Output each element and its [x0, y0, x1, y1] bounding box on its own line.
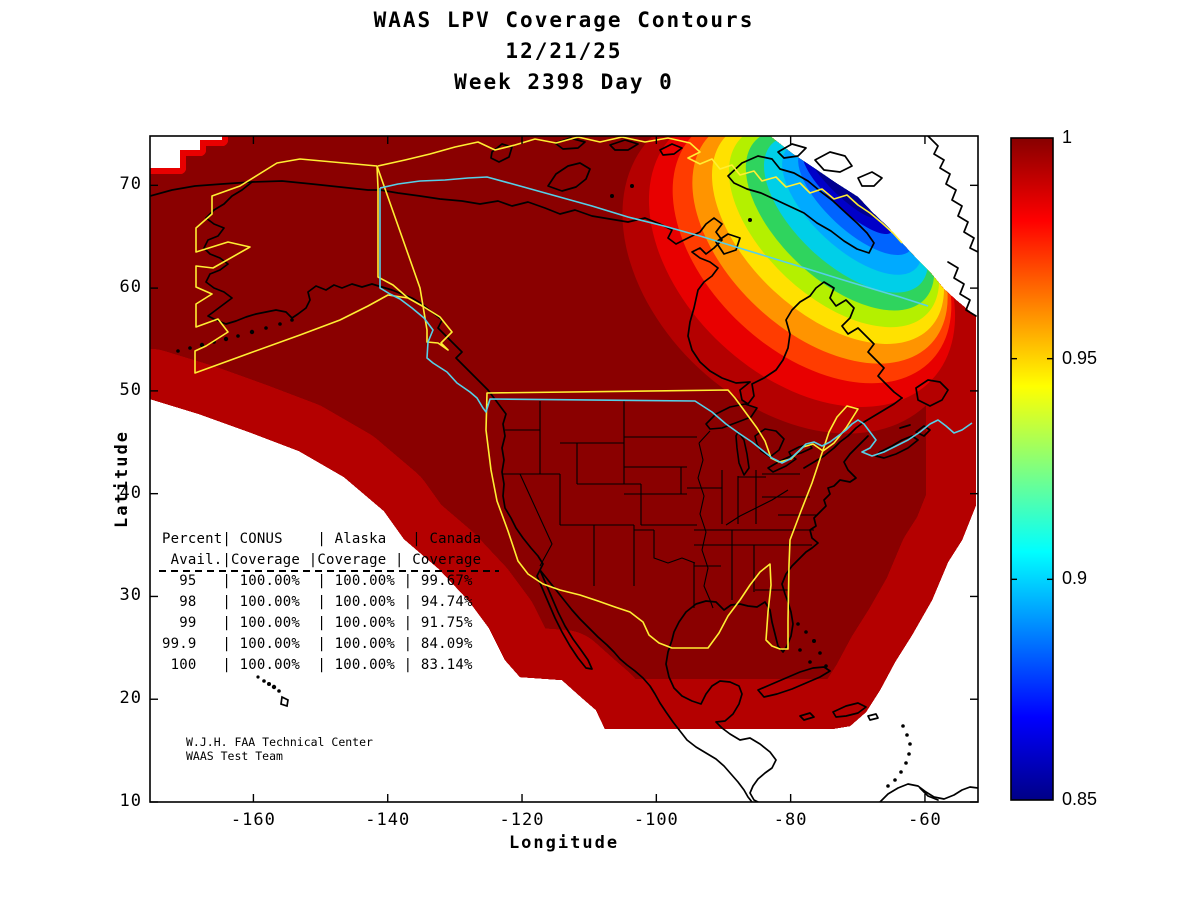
availability-table: Percent| CONUS | Alaska | Canada Avail.|…	[162, 531, 482, 673]
x-tick-label: -120	[499, 810, 545, 830]
colorbar-tick-label: 1	[1062, 127, 1073, 147]
chart-title: WAAS LPV Coverage Contours	[373, 8, 755, 32]
coastlines	[150, 136, 978, 802]
y-tick-label: 60	[119, 277, 142, 298]
low-coverage-rings	[622, 136, 958, 434]
y-tick-label: 70	[119, 174, 142, 195]
axis-ticks	[150, 136, 978, 803]
colorbar-frame	[1010, 137, 1054, 801]
y-tick-label: 20	[119, 688, 142, 709]
chart-week-day: Week 2398 Day 0	[454, 70, 674, 94]
canada-boundary	[379, 176, 973, 464]
x-tick-label: -100	[633, 810, 679, 830]
plot-frame	[149, 135, 979, 803]
alaska-boundary	[194, 158, 453, 374]
table-separator	[159, 570, 499, 572]
x-tick-label: -160	[230, 810, 276, 830]
y-axis-label: Latitude	[112, 430, 132, 528]
y-tick-label: 30	[119, 585, 142, 606]
x-tick-label: -80	[773, 810, 808, 830]
y-tick-label: 10	[119, 791, 142, 811]
colorbar-tick-label: 0.9	[1062, 568, 1088, 589]
x-tick-label: -140	[365, 810, 411, 830]
canada-arctic-boundary	[377, 136, 903, 244]
colorbar-tick-label: 0.95	[1062, 347, 1098, 368]
x-axis-label: Longitude	[508, 833, 620, 853]
x-tick-label: -60	[908, 810, 942, 830]
colorbar-ticks	[1011, 357, 1053, 581]
chart-date: 12/21/25	[505, 39, 623, 63]
y-tick-label: 50	[119, 379, 142, 400]
colorbar	[1010, 137, 1054, 801]
state-borders	[502, 401, 818, 609]
colorbar-tick-label: 0.85	[1062, 789, 1098, 809]
colorbar-gradient	[1011, 138, 1053, 800]
credit-text: W.J.H. FAA Technical Center WAAS Test Te…	[186, 735, 373, 763]
y-tick-label: 40	[119, 482, 142, 503]
